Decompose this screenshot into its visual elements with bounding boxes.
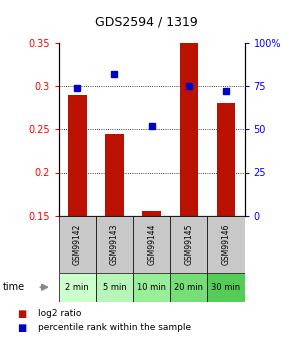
Text: time: time (3, 282, 25, 292)
Bar (59, 273, 96, 302)
Text: 5 min: 5 min (103, 283, 126, 292)
Bar (207, 216, 245, 273)
Bar (133, 216, 170, 273)
Bar (59, 216, 96, 273)
Bar (142, 211, 161, 216)
Bar (170, 216, 207, 273)
Text: GSM99144: GSM99144 (147, 223, 156, 265)
Text: log2 ratio: log2 ratio (38, 309, 81, 318)
Bar (133, 273, 170, 302)
Text: 20 min: 20 min (174, 283, 203, 292)
Bar (96, 273, 133, 302)
Text: ■: ■ (18, 323, 27, 333)
Bar (207, 273, 245, 302)
Text: ■: ■ (18, 309, 27, 319)
Text: 2 min: 2 min (65, 283, 89, 292)
Text: GSM99143: GSM99143 (110, 223, 119, 265)
Bar (105, 134, 124, 216)
Text: GDS2594 / 1319: GDS2594 / 1319 (95, 16, 198, 29)
Bar (217, 104, 235, 216)
Text: percentile rank within the sample: percentile rank within the sample (38, 323, 191, 332)
Bar (68, 95, 86, 216)
Bar (180, 43, 198, 216)
Bar (96, 216, 133, 273)
Bar (170, 273, 207, 302)
Text: GSM99142: GSM99142 (73, 224, 82, 265)
Text: GSM99145: GSM99145 (184, 223, 193, 265)
Text: 30 min: 30 min (212, 283, 241, 292)
Text: GSM99146: GSM99146 (222, 223, 231, 265)
Text: 10 min: 10 min (137, 283, 166, 292)
